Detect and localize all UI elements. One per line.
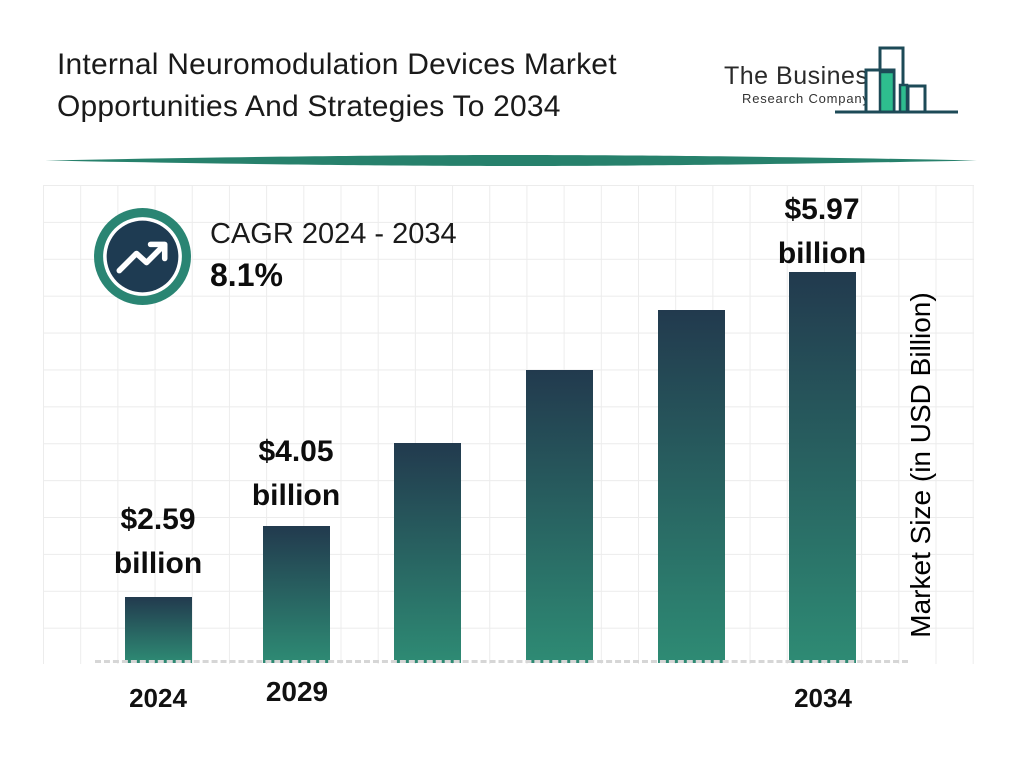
logo-company-subname: Research Company [742, 91, 870, 106]
divider [45, 155, 977, 166]
value-label-2034: $5.97 billion [777, 193, 867, 270]
x-tick-2034: 2034 [794, 683, 852, 713]
trending-up-icon [94, 208, 191, 305]
y-axis-label: Market Size (in USD Billion) [905, 292, 936, 638]
cagr-label: CAGR 2024 - 2034 [210, 218, 457, 250]
value-label-2024: $2.59 billion [113, 503, 203, 580]
logo-company-name: The Business [724, 62, 882, 90]
bar-unlabeled-3 [658, 310, 725, 663]
page-title: Internal Neuromodulation Devices Market … [57, 44, 617, 128]
bar-2029 [263, 526, 330, 663]
bar-2034 [789, 272, 856, 663]
bar-2024 [125, 597, 192, 663]
page-title-line-2: Opportunities And Strategies To 2034 [57, 90, 561, 123]
bar-unlabeled-1 [394, 443, 461, 663]
axis-baseline [95, 660, 908, 663]
x-tick-2024: 2024 [129, 683, 187, 713]
value-label-2029: $4.05 billion [251, 435, 341, 512]
page-title-line-1: Internal Neuromodulation Devices Market [57, 48, 617, 81]
bar-chart-skyline-icon [835, 46, 958, 114]
bar-unlabeled-2 [526, 370, 593, 663]
x-tick-2029: 2029 [265, 676, 329, 707]
cagr-value: 8.1% [210, 257, 283, 293]
